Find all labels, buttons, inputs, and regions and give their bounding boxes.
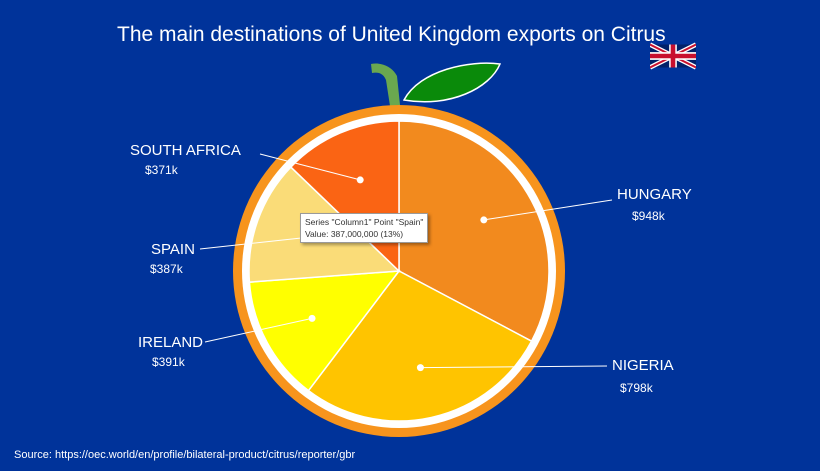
orange-leaf-icon	[402, 62, 502, 103]
chart-title: The main destinations of United Kingdom …	[0, 20, 820, 70]
pie-slices	[248, 120, 550, 422]
label-hungary: HUNGARY	[617, 186, 692, 203]
tooltip: Series "Column1" Point "Spain" Value: 38…	[300, 213, 429, 243]
value-ireland: $391k	[152, 355, 185, 369]
tooltip-value: Value: 387,000,000 (13%)	[305, 229, 404, 239]
leader-line-south-africa	[259, 153, 361, 181]
value-south-africa: $371k	[145, 163, 178, 177]
label-ireland: IRELAND	[138, 334, 204, 351]
value-spain: $387k	[150, 262, 183, 276]
value-nigeria: $798k	[620, 381, 653, 395]
orange-stem-icon	[371, 63, 400, 106]
pie-slice-hungary[interactable]	[398, 120, 550, 343]
value-hungary: $948k	[632, 209, 665, 223]
label-spain: SPAIN	[151, 241, 195, 258]
leader-line-ireland	[204, 317, 313, 343]
pie-slice-nigeria[interactable]	[307, 270, 533, 422]
tooltip-series: Series "Column1" Point "Spain"	[305, 217, 424, 227]
label-south-africa: SOUTH AFRICA	[130, 142, 241, 159]
label-nigeria: NIGERIA	[612, 357, 674, 374]
uk-flag-icon	[650, 42, 696, 70]
leader-line-hungary	[483, 199, 613, 221]
leader-line-nigeria	[420, 365, 608, 369]
source-note: Source: https://oec.world/en/profile/bil…	[14, 449, 356, 461]
pie-slice-ireland[interactable]	[248, 270, 401, 392]
leader-line-spain	[199, 236, 306, 250]
chart-title-text: The main destinations of United Kingdom …	[117, 23, 666, 46]
